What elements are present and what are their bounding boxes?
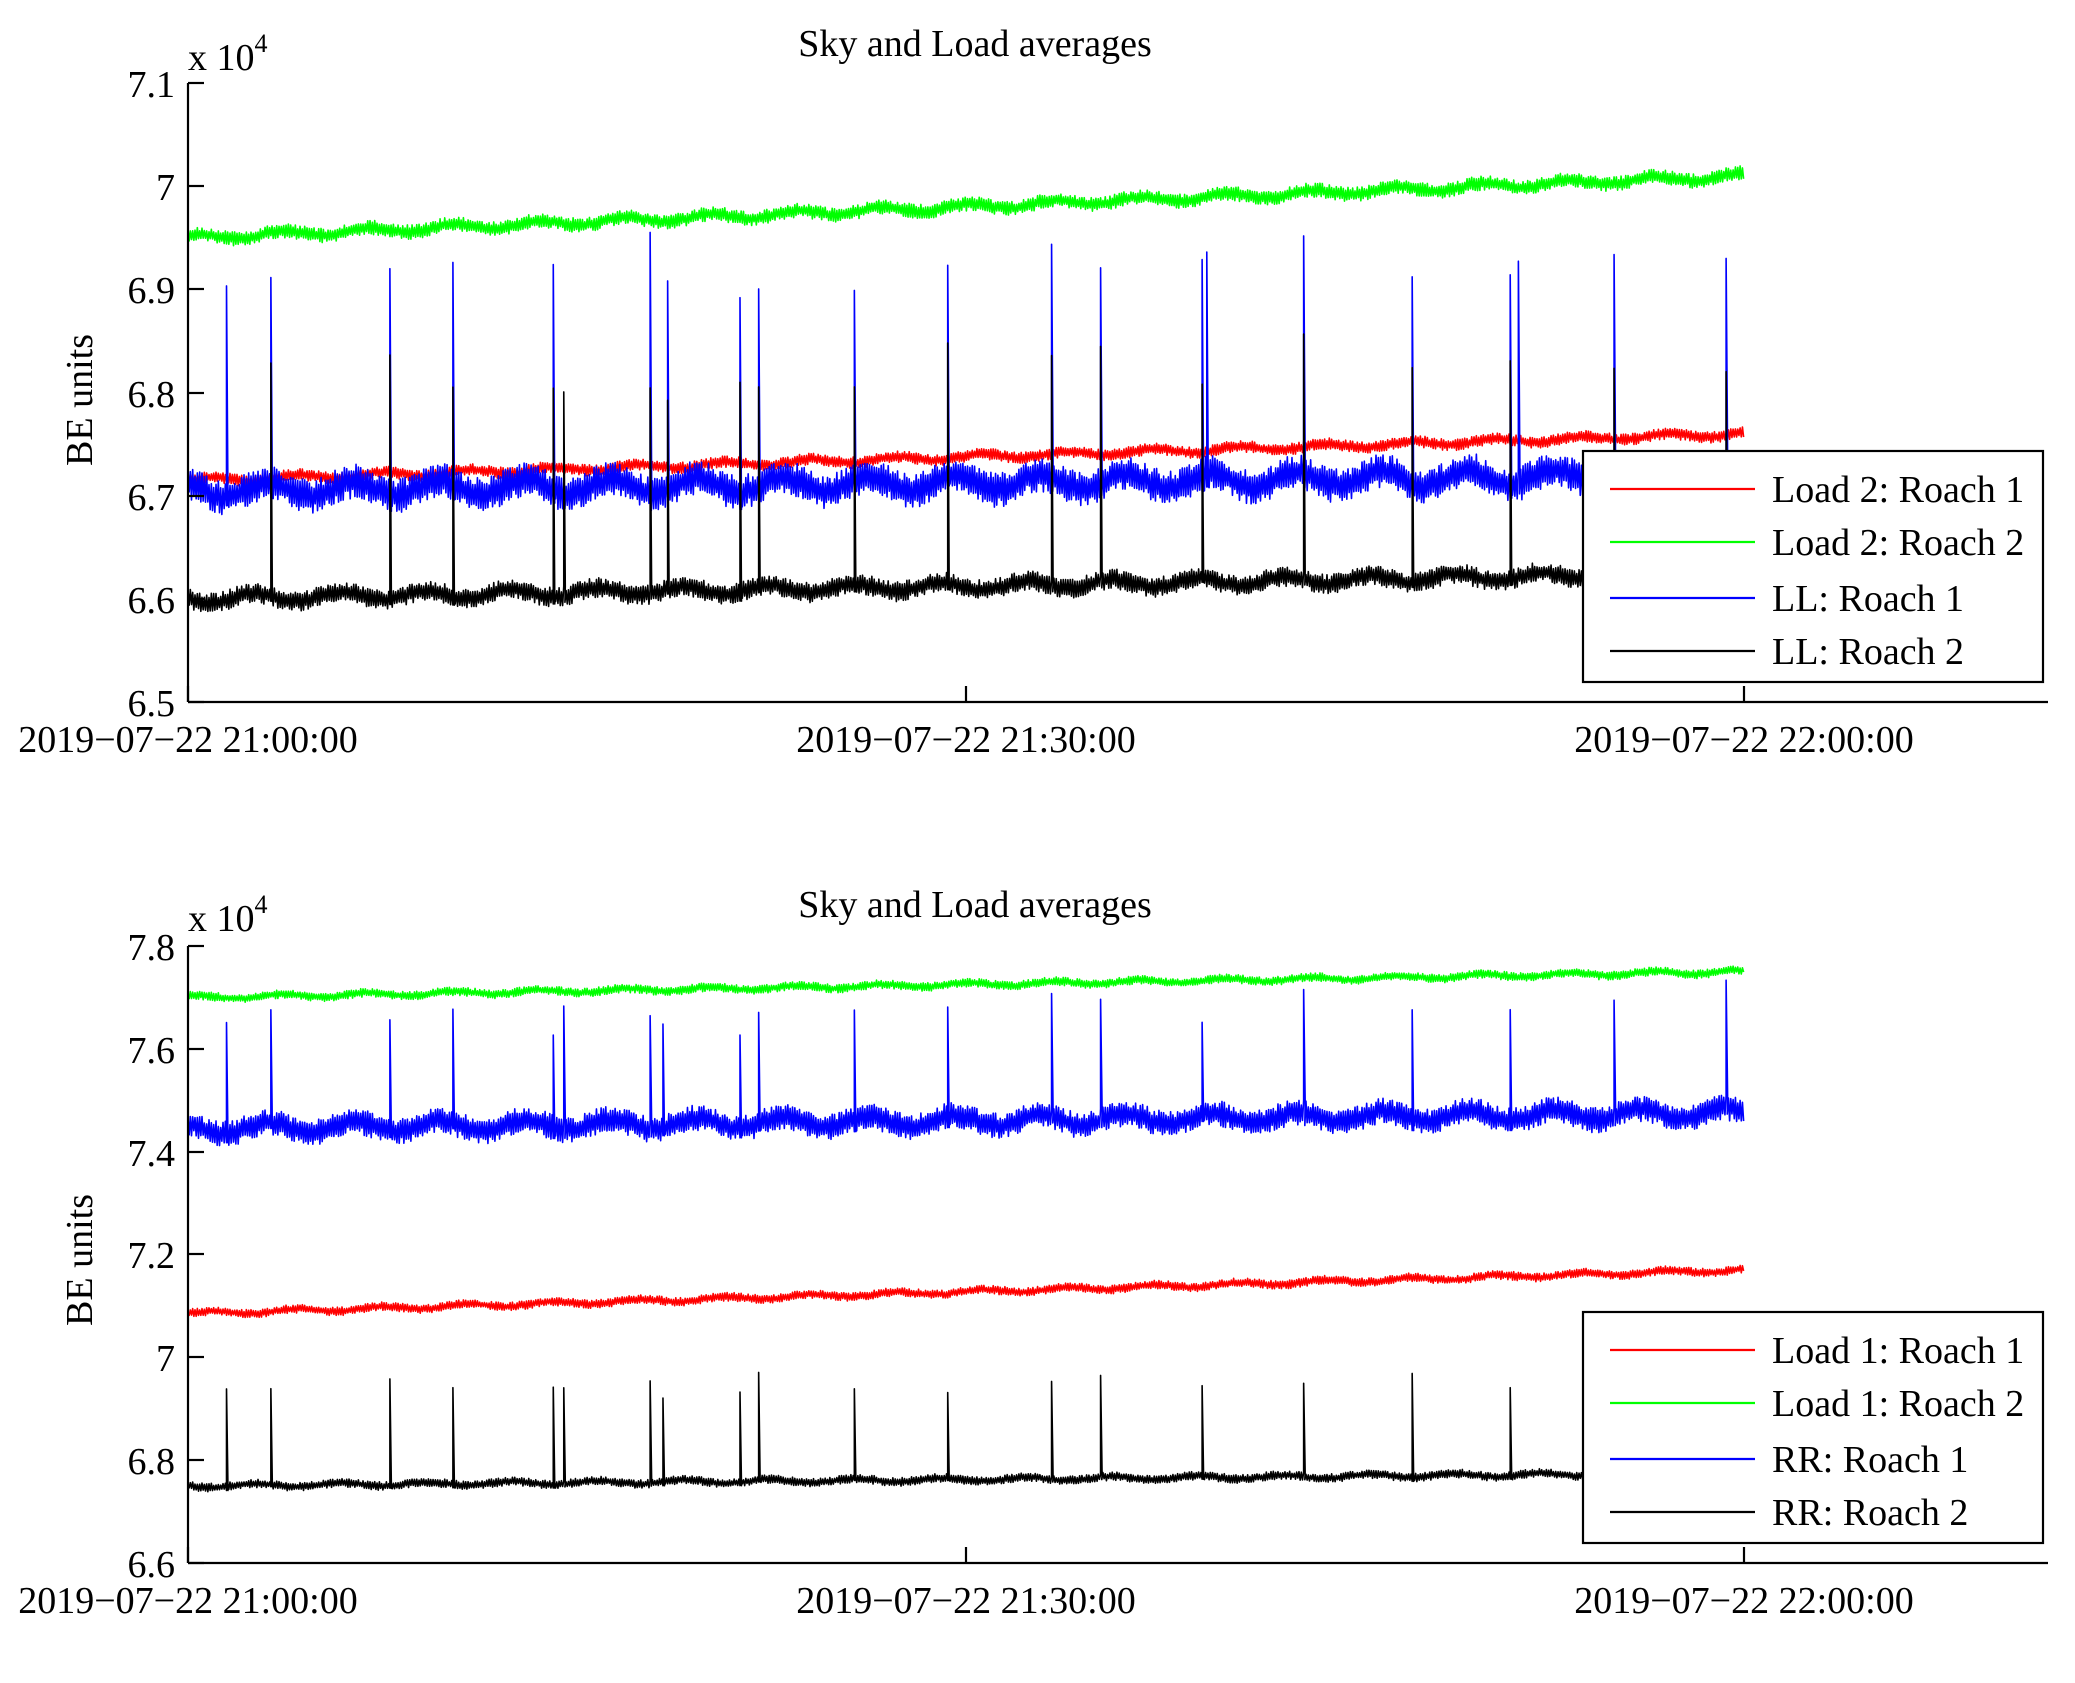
svg-text:2019−07−22 21:00:00: 2019−07−22 21:00:00 [18,719,357,761]
bottom-ytick-3: 7.2 [128,1235,204,1277]
bottom-series-line-load-1-roach-1 [187,1264,1745,1319]
bottom-series-group [187,965,1745,1493]
svg-text:6.5: 6.5 [128,683,176,725]
top-xtick-2: 2019−07−22 22:00:00 [1574,686,1914,761]
bottom-xtick-0: 2019−07−22 21:00:00 [18,1547,358,1622]
svg-text:6.8: 6.8 [128,1441,176,1483]
svg-text:6.6: 6.6 [128,1544,176,1586]
bottom-ytick-5: 7.6 [128,1030,204,1072]
bottom-legend-entry-1: Load 1: Roach 2 [1610,1383,2024,1425]
bottom-ytick-2: 7 [156,1338,204,1380]
top-title: Sky and Load averages [798,23,1152,65]
bottom-ytick-0: 6.6 [128,1544,204,1586]
top-ytick-1: 6.6 [128,580,204,622]
svg-text:7.4: 7.4 [128,1133,176,1175]
top-ytick-0: 6.5 [128,683,204,725]
bottom-x-ticks: 2019−07−22 21:00:00 2019−07−22 21:30:00 … [18,1547,1914,1622]
svg-text:7: 7 [156,167,175,209]
svg-text:7.2: 7.2 [128,1235,176,1277]
top-series-line-ll-roach-1 [187,231,1745,516]
bottom-ytick-6: 7.8 [128,927,204,969]
bottom-chart: Sky and Load averages x 104 BE units 6.6… [18,884,2048,1622]
bottom-xtick-2: 2019−07−22 22:00:00 [1574,1547,1914,1622]
top-ytick-3: 6.8 [128,374,204,416]
top-legend: Load 2: Roach 1 Load 2: Roach 2 LL: Roac… [1581,449,2045,684]
bottom-title: Sky and Load averages [798,884,1152,926]
top-legend-label: LL: Roach 2 [1772,631,1964,673]
bottom-ytick-1: 6.8 [128,1441,204,1483]
bottom-legend-entry-0: Load 1: Roach 1 [1610,1330,2024,1372]
svg-text:2019−07−22 21:30:00: 2019−07−22 21:30:00 [796,1580,1135,1622]
svg-text:2019−07−22 21:00:00: 2019−07−22 21:00:00 [18,1580,357,1622]
bottom-series-line-load-1-roach-2 [187,965,1745,1003]
svg-text:7: 7 [156,1338,175,1380]
top-y-label: BE units [59,334,101,466]
bottom-legend-entry-3: RR: Roach 2 [1610,1492,1968,1534]
svg-text:6.8: 6.8 [128,374,176,416]
top-legend-label: LL: Roach 1 [1772,578,1964,620]
top-xtick-0: 2019−07−22 21:00:00 [18,686,358,761]
bottom-legend-label: Load 1: Roach 1 [1772,1330,2024,1372]
top-legend-entry-1: Load 2: Roach 2 [1610,522,2024,564]
bottom-ytick-4: 7.4 [128,1133,204,1175]
top-y-ticks: 6.5 6.6 6.7 6.8 6.9 7 7.1 [128,64,204,725]
svg-text:2019−07−22 22:00:00: 2019−07−22 22:00:00 [1574,719,1913,761]
bottom-legend-label: RR: Roach 1 [1772,1439,1968,1481]
bottom-legend: Load 1: Roach 1 Load 1: Roach 2 RR: Roac… [1581,1310,2045,1545]
top-legend-entry-3: LL: Roach 2 [1610,631,1964,673]
svg-text:7.8: 7.8 [128,927,176,969]
bottom-y-label: BE units [59,1194,101,1326]
top-ytick-4: 6.9 [128,270,204,312]
bottom-legend-label: Load 1: Roach 2 [1772,1383,2024,1425]
bottom-legend-entry-2: RR: Roach 1 [1610,1439,1968,1481]
svg-text:2019−07−22 21:30:00: 2019−07−22 21:30:00 [796,719,1135,761]
bottom-xtick-1: 2019−07−22 21:30:00 [796,1547,1136,1622]
svg-text:7.1: 7.1 [128,64,176,106]
bottom-series-line-rr-roach-2 [187,1360,1745,1493]
top-chart: Sky and Load averages x 104 BE units 6.5… [18,23,2048,761]
top-series-line-ll-roach-2 [187,333,1745,613]
svg-text:6.9: 6.9 [128,270,176,312]
svg-text:6.7: 6.7 [128,477,176,519]
top-legend-entry-0: Load 2: Roach 1 [1610,469,2024,511]
top-legend-entry-2: LL: Roach 1 [1610,578,1964,620]
top-legend-label: Load 2: Roach 1 [1772,469,2024,511]
top-series-group [187,165,1745,613]
top-legend-label: Load 2: Roach 2 [1772,522,2024,564]
svg-text:6.6: 6.6 [128,580,176,622]
svg-text:2019−07−22 22:00:00: 2019−07−22 22:00:00 [1574,1580,1913,1622]
bottom-legend-label: RR: Roach 2 [1772,1492,1968,1534]
svg-text:7.6: 7.6 [128,1030,176,1072]
top-x-ticks: 2019−07−22 21:00:00 2019−07−22 21:30:00 … [18,686,1914,761]
top-ytick-5: 7 [156,167,204,209]
top-xtick-1: 2019−07−22 21:30:00 [796,686,1136,761]
top-series-line-load-2-roach-2 [187,165,1745,247]
top-y-multiplier: x 104 [188,29,268,79]
top-ytick-2: 6.7 [128,477,204,519]
bottom-series-line-rr-roach-1 [187,979,1745,1147]
top-ytick-6: 7.1 [128,64,204,106]
bottom-y-ticks: 6.6 6.8 7 7.2 7.4 7.6 7.8 [128,927,204,1586]
bottom-y-multiplier: x 104 [188,890,268,940]
